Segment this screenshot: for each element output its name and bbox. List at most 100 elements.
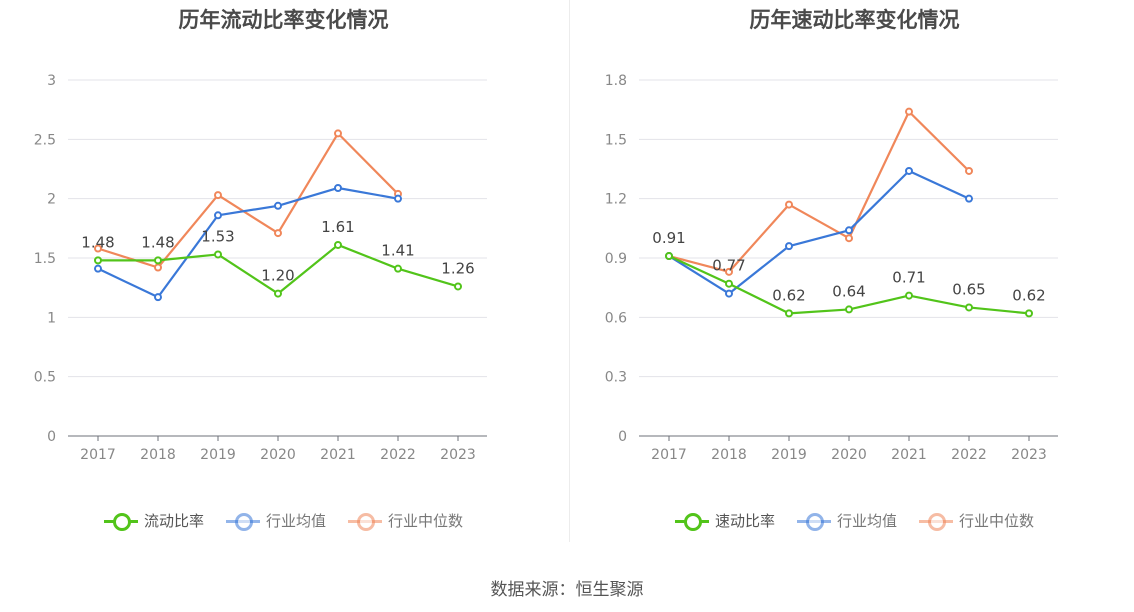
legend-label: 行业均值: [836, 512, 897, 530]
data-point: [905, 107, 913, 116]
data-point: [394, 194, 402, 203]
legend-item[interactable]: 行业中位数: [348, 510, 463, 531]
legend-item[interactable]: 行业中位数: [919, 510, 1034, 531]
data-label: 0.71: [892, 269, 925, 287]
series-line: [97, 186, 399, 299]
data-point: [154, 256, 162, 265]
data-point: [274, 289, 282, 298]
data-point: [965, 303, 973, 312]
data-label: 1.53: [201, 227, 234, 245]
y-tick-label: 1: [47, 310, 56, 326]
data-point: [274, 229, 282, 238]
legend-item[interactable]: 速动比率: [674, 510, 775, 531]
data-point: [94, 256, 102, 265]
y-tick-label: 1.8: [605, 73, 627, 89]
x-tick-label: 2019: [200, 447, 236, 463]
y-tick-label: 2: [47, 192, 56, 208]
legend-label: 行业中位数: [388, 512, 464, 530]
legend: 流动比率 行业均值 行业中位数: [0, 510, 567, 531]
data-point: [785, 200, 793, 209]
series-line: [97, 132, 399, 269]
data-point: [94, 244, 102, 253]
current-ratio-panel: 历年流动比率变化情况 0 0.5 1 1.5 2 2.5 3 2017 2018 2019 2020…: [0, 0, 567, 560]
data-point: [1025, 309, 1033, 318]
data-point: [725, 289, 733, 298]
y-tick-label: 1.5: [34, 251, 56, 267]
legend-marker-icon: [674, 511, 709, 531]
series-line: [668, 169, 970, 295]
data-point: [394, 264, 402, 273]
data-point: [214, 191, 222, 200]
legend: 速动比率 行业均值 行业中位数: [571, 510, 1134, 531]
x-tick-label: 2022: [380, 447, 416, 463]
legend-item[interactable]: 行业均值: [225, 510, 326, 531]
data-point: [454, 282, 462, 291]
data-point: [334, 129, 342, 138]
quick-ratio-chart: 0 0.3 0.6 0.9 1.2 1.5 1.8 2017 2018 2019 2020 2021 2…: [605, 73, 1058, 463]
x-tick-label: 2022: [951, 447, 987, 463]
chart-title: 历年速动比率变化情况: [749, 8, 960, 32]
x-tick-label: 2021: [891, 447, 927, 463]
data-label: 1.41: [381, 242, 414, 260]
data-label: 1.26: [441, 259, 474, 277]
data-point: [214, 211, 222, 220]
x-tick-label: 2020: [260, 447, 296, 463]
data-label: 1.48: [81, 233, 114, 251]
series-line: [668, 110, 970, 273]
x-tick-label: 2021: [320, 447, 356, 463]
y-tick-label: 0.9: [605, 251, 627, 267]
data-label: 0.77: [712, 257, 745, 275]
data-point: [665, 252, 673, 261]
legend-marker-icon: [796, 511, 831, 531]
legend-label: 行业中位数: [959, 512, 1035, 530]
y-tick-label: 0: [618, 429, 627, 445]
data-label: 1.61: [321, 218, 354, 236]
data-label: 0.64: [832, 282, 865, 300]
data-point: [725, 279, 733, 288]
data-point: [905, 166, 913, 175]
data-label: 0.62: [772, 286, 805, 304]
legend-label: 速动比率: [714, 512, 775, 530]
data-point: [334, 183, 342, 192]
y-tick-label: 0.5: [34, 370, 56, 386]
chart-title: 历年流动比率变化情况: [178, 8, 389, 32]
y-tick-label: 1.2: [605, 192, 627, 208]
legend-label: 行业均值: [265, 512, 326, 530]
y-tick-label: 3: [47, 73, 56, 89]
data-point: [725, 267, 733, 276]
current-ratio-chart: 0 0.5 1 1.5 2 2.5 3 2017 2018 2019 2020 2021 2022 202…: [34, 73, 487, 463]
quick-ratio-panel: 历年速动比率变化情况 0 0.3 0.6 0.9 1.2 1.5 1.8 2017 2018 20…: [571, 0, 1134, 560]
legend-marker-icon: [348, 511, 382, 531]
panel-divider: [569, 0, 570, 542]
x-tick-label: 2017: [651, 447, 687, 463]
data-point: [785, 309, 793, 318]
data-point: [845, 234, 853, 243]
x-tick-label: 2019: [771, 447, 807, 463]
data-point: [905, 291, 913, 300]
legend-item[interactable]: 行业均值: [796, 510, 897, 531]
legend-marker-icon: [225, 511, 260, 531]
y-tick-label: 0: [47, 429, 56, 445]
x-tick-label: 2023: [1011, 447, 1047, 463]
data-source: 数据来源：恒生聚源: [490, 580, 644, 600]
y-tick-label: 1.5: [605, 132, 627, 148]
data-point: [845, 305, 853, 314]
x-tick-label: 2020: [831, 447, 867, 463]
legend-item[interactable]: 流动比率: [103, 510, 204, 531]
y-tick-label: 2.5: [34, 132, 56, 148]
data-point: [845, 226, 853, 235]
data-point: [94, 264, 102, 273]
data-point: [154, 263, 162, 272]
data-label: 1.20: [261, 267, 294, 285]
legend-marker-icon: [919, 511, 953, 531]
data-point: [965, 194, 973, 203]
legend-label: 流动比率: [143, 512, 204, 530]
x-tick-label: 2017: [80, 447, 116, 463]
data-point: [785, 242, 793, 251]
legend-marker-icon: [103, 511, 138, 531]
y-tick-label: 0.6: [605, 310, 627, 326]
data-point: [214, 250, 222, 259]
y-tick-label: 0.3: [605, 370, 627, 386]
x-tick-label: 2018: [711, 447, 747, 463]
